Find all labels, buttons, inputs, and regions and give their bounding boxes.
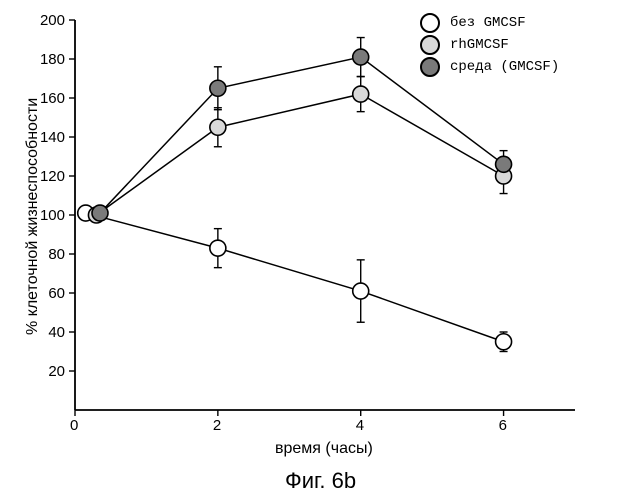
- legend-marker-icon: [420, 57, 440, 77]
- y-tick-label: 100: [40, 208, 65, 223]
- legend-label: среда (GMCSF): [450, 59, 559, 75]
- figure-caption: Фиг. 6b: [285, 468, 356, 494]
- x-tick-label: 0: [70, 418, 78, 433]
- y-tick-label: 140: [40, 130, 65, 145]
- x-tick-label: 2: [213, 418, 221, 433]
- chart-svg: [75, 20, 575, 410]
- x-tick-label: 4: [356, 418, 364, 433]
- legend-label: без GMCSF: [450, 15, 526, 31]
- plot-area: [75, 20, 575, 410]
- x-axis-label: время (часы): [275, 440, 373, 458]
- legend-label: rhGMCSF: [450, 37, 509, 53]
- y-tick-label: 180: [40, 52, 65, 67]
- y-tick-label: 160: [40, 91, 65, 106]
- y-tick-label: 120: [40, 169, 65, 184]
- figure-6b: % клеточной жизнеспособности время (часы…: [0, 0, 617, 500]
- legend-marker-icon: [420, 13, 440, 33]
- x-tick-label: 6: [499, 418, 507, 433]
- y-tick-label: 40: [48, 325, 65, 340]
- y-tick-label: 200: [40, 13, 65, 28]
- legend-marker-icon: [420, 35, 440, 55]
- y-tick-label: 60: [48, 286, 65, 301]
- legend-item: среда (GMCSF): [420, 56, 559, 78]
- legend-item: без GMCSF: [420, 12, 559, 34]
- legend: без GMCSF rhGMCSF среда (GMCSF): [420, 12, 559, 78]
- y-tick-label: 80: [48, 247, 65, 262]
- legend-item: rhGMCSF: [420, 34, 559, 56]
- y-tick-label: 20: [48, 364, 65, 379]
